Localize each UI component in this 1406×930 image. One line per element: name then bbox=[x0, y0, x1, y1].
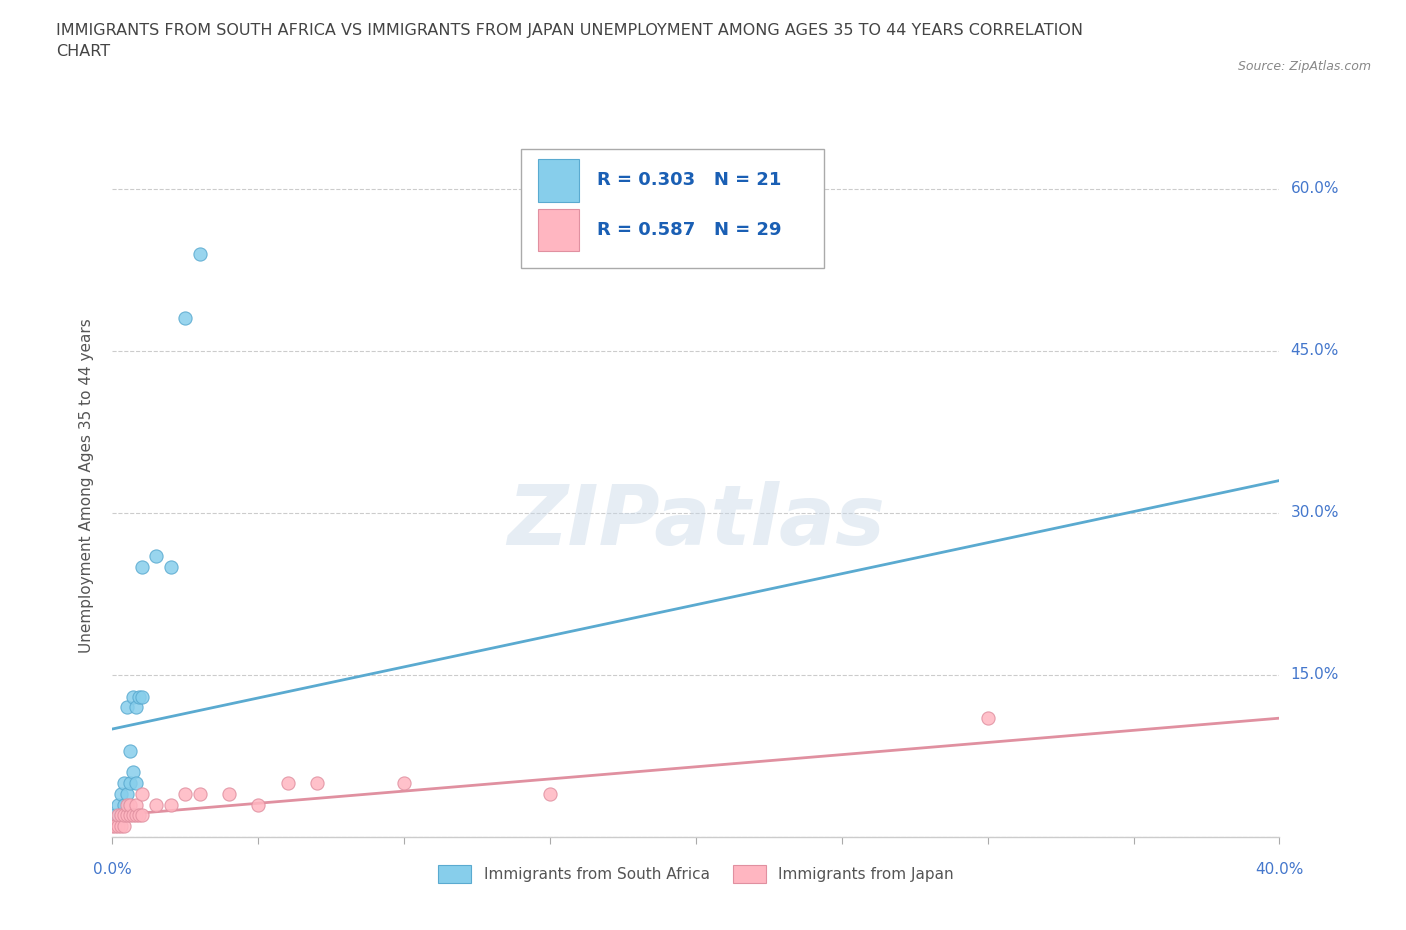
Point bbox=[112, 776, 135, 790]
Point bbox=[107, 808, 129, 823]
Point bbox=[104, 818, 127, 833]
Point bbox=[145, 549, 167, 564]
Point bbox=[101, 818, 124, 833]
Point bbox=[145, 797, 167, 812]
Point bbox=[188, 787, 211, 802]
Point bbox=[112, 808, 135, 823]
Text: 15.0%: 15.0% bbox=[1291, 668, 1339, 683]
FancyBboxPatch shape bbox=[538, 208, 579, 251]
Point bbox=[110, 808, 132, 823]
Point bbox=[115, 808, 138, 823]
Text: 45.0%: 45.0% bbox=[1291, 343, 1339, 358]
Point bbox=[122, 689, 145, 704]
Text: R = 0.587   N = 29: R = 0.587 N = 29 bbox=[596, 220, 782, 239]
Point bbox=[128, 808, 150, 823]
FancyBboxPatch shape bbox=[520, 149, 824, 268]
Point bbox=[118, 808, 141, 823]
Point bbox=[976, 711, 998, 725]
Point bbox=[122, 764, 145, 779]
Point bbox=[394, 776, 416, 790]
Point bbox=[131, 560, 153, 575]
Point bbox=[131, 808, 153, 823]
Text: 40.0%: 40.0% bbox=[1256, 862, 1303, 877]
Point bbox=[110, 808, 132, 823]
Point bbox=[125, 808, 148, 823]
Point bbox=[115, 787, 138, 802]
Point bbox=[131, 689, 153, 704]
Text: 0.0%: 0.0% bbox=[93, 862, 132, 877]
Text: IMMIGRANTS FROM SOUTH AFRICA VS IMMIGRANTS FROM JAPAN UNEMPLOYMENT AMONG AGES 35: IMMIGRANTS FROM SOUTH AFRICA VS IMMIGRAN… bbox=[56, 23, 1083, 60]
Text: ZIPatlas: ZIPatlas bbox=[508, 481, 884, 562]
Point bbox=[305, 776, 328, 790]
Text: 30.0%: 30.0% bbox=[1291, 505, 1339, 521]
Point bbox=[188, 246, 211, 261]
Point bbox=[104, 808, 127, 823]
Point bbox=[118, 797, 141, 812]
Text: Source: ZipAtlas.com: Source: ZipAtlas.com bbox=[1237, 60, 1371, 73]
Point bbox=[247, 797, 270, 812]
Point bbox=[218, 787, 240, 802]
Point bbox=[276, 776, 298, 790]
Point bbox=[115, 700, 138, 715]
Point bbox=[107, 818, 129, 833]
Point bbox=[538, 787, 561, 802]
Point bbox=[112, 818, 135, 833]
Point bbox=[174, 787, 197, 802]
Point bbox=[131, 787, 153, 802]
Point bbox=[122, 808, 145, 823]
Point bbox=[110, 818, 132, 833]
Y-axis label: Unemployment Among Ages 35 to 44 years: Unemployment Among Ages 35 to 44 years bbox=[79, 319, 94, 653]
Point bbox=[118, 776, 141, 790]
Point bbox=[125, 700, 148, 715]
Point bbox=[112, 797, 135, 812]
Point bbox=[115, 797, 138, 812]
Legend: Immigrants from South Africa, Immigrants from Japan: Immigrants from South Africa, Immigrants… bbox=[432, 859, 960, 889]
Point bbox=[160, 797, 183, 812]
Point bbox=[118, 743, 141, 758]
Point bbox=[160, 560, 183, 575]
Point bbox=[125, 776, 148, 790]
Text: R = 0.303   N = 21: R = 0.303 N = 21 bbox=[596, 171, 782, 190]
Point bbox=[125, 797, 148, 812]
Point bbox=[107, 797, 129, 812]
FancyBboxPatch shape bbox=[538, 159, 579, 202]
Text: 60.0%: 60.0% bbox=[1291, 181, 1339, 196]
Point bbox=[128, 689, 150, 704]
Point bbox=[174, 311, 197, 325]
Point bbox=[110, 787, 132, 802]
